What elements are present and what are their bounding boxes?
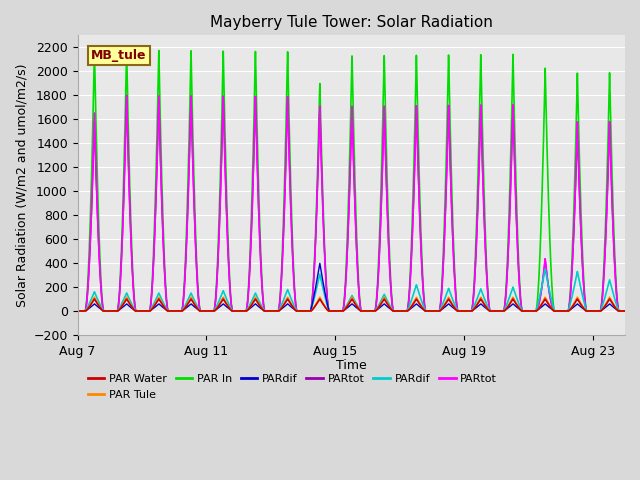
PARtot — [161, 277, 169, 283]
PAR Tule — [621, 308, 629, 314]
PAR In — [465, 308, 472, 314]
PAR Water — [74, 308, 81, 314]
PAR Water — [621, 308, 629, 314]
PAR Tule — [605, 294, 613, 300]
PARdif — [161, 306, 169, 312]
PARdif — [410, 303, 418, 309]
Legend: PAR Water, PAR Tule, PAR In, PARdif, PARtot, PARdif, PARtot: PAR Water, PAR Tule, PAR In, PARdif, PAR… — [83, 370, 501, 404]
Line: PARdif: PARdif — [77, 269, 625, 311]
PARtot — [465, 308, 472, 314]
PAR Tule — [161, 305, 169, 311]
PAR Tule — [404, 308, 412, 313]
PAR Water — [404, 308, 412, 313]
PAR In — [188, 86, 196, 92]
PARdif — [124, 302, 131, 308]
PAR Tule — [74, 308, 81, 314]
Y-axis label: Solar Radiation (W/m2 and umol/m2/s): Solar Radiation (W/m2 and umol/m2/s) — [15, 63, 28, 307]
PAR In — [91, 47, 99, 53]
PARtot — [188, 124, 196, 130]
PARtot — [410, 186, 418, 192]
Line: PAR Water: PAR Water — [77, 299, 625, 311]
PARdif — [410, 290, 418, 296]
PARdif — [404, 306, 412, 312]
Line: PARtot: PARtot — [77, 96, 625, 311]
PARtot — [161, 276, 169, 282]
PARdif — [621, 308, 629, 314]
X-axis label: Time: Time — [336, 359, 367, 372]
PARtot — [124, 132, 131, 138]
PARtot — [74, 308, 81, 314]
PAR In — [161, 270, 169, 276]
PAR In — [404, 302, 412, 308]
PARtot — [465, 308, 472, 314]
PAR In — [74, 308, 81, 314]
PAR In — [410, 156, 418, 162]
PARtot — [123, 93, 131, 98]
PAR In — [124, 96, 131, 101]
PAR Water — [124, 298, 131, 303]
PARtot — [124, 132, 131, 138]
PAR Tule — [124, 296, 131, 302]
PARdif — [74, 308, 81, 314]
PARtot — [621, 308, 629, 314]
Line: PARdif: PARdif — [77, 264, 625, 311]
PARtot — [410, 186, 418, 192]
PAR Water — [188, 297, 196, 303]
Line: PAR Tule: PAR Tule — [77, 297, 625, 311]
PARdif — [161, 303, 169, 309]
PAR Water — [605, 296, 613, 302]
PAR Tule — [188, 296, 196, 301]
PARtot — [74, 308, 81, 314]
PAR Tule — [465, 308, 472, 314]
PARdif — [404, 308, 412, 313]
Line: PAR In: PAR In — [77, 50, 625, 311]
PARdif — [188, 301, 196, 307]
PAR Tule — [410, 299, 418, 305]
PARdif — [465, 308, 472, 314]
Line: PARtot: PARtot — [77, 96, 625, 311]
PAR In — [621, 308, 629, 314]
PARdif — [124, 292, 131, 298]
PARtot — [123, 93, 131, 98]
PARdif — [541, 266, 549, 272]
PARdif — [316, 261, 324, 266]
Text: MB_tule: MB_tule — [92, 49, 147, 62]
PAR Water — [161, 305, 169, 311]
PARdif — [74, 308, 81, 314]
Title: Mayberry Tule Tower: Solar Radiation: Mayberry Tule Tower: Solar Radiation — [210, 15, 493, 30]
PARtot — [621, 308, 629, 314]
PARtot — [404, 303, 412, 309]
PAR Water — [410, 300, 418, 306]
PARtot — [188, 124, 196, 130]
PARdif — [465, 308, 472, 314]
PARdif — [621, 308, 629, 314]
PARtot — [404, 303, 412, 309]
PAR Water — [465, 308, 472, 314]
PARdif — [188, 292, 196, 298]
